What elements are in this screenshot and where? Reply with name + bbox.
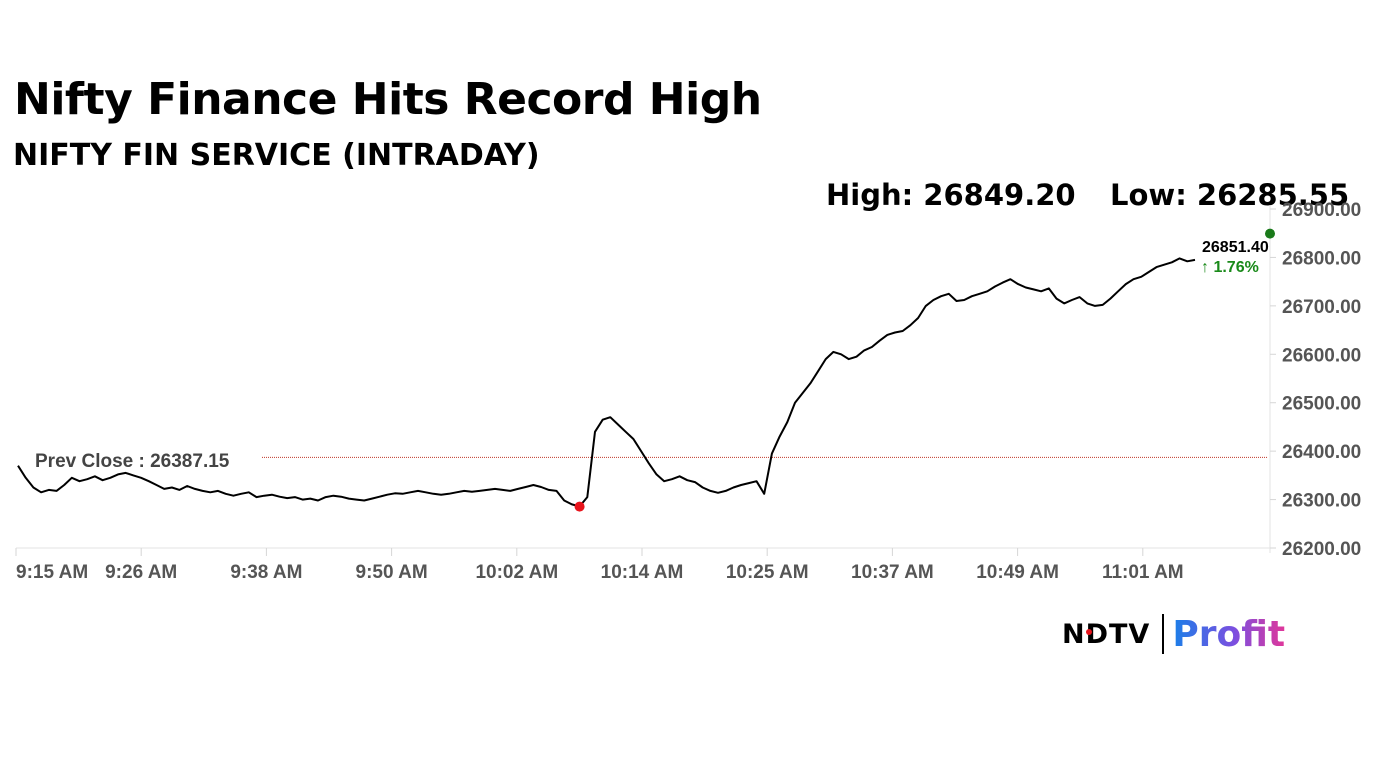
change-label: ↑ 1.76%	[1201, 259, 1259, 276]
ndtv-wordmark: NDTV	[1062, 618, 1151, 650]
series-line	[17, 257, 1196, 508]
profit-wordmark: Profit	[1172, 613, 1286, 655]
y-tick-label: 26400.00	[1282, 442, 1361, 463]
high-value: High: 26849.20	[826, 178, 1076, 212]
low-value: Low: 26285.55	[1110, 178, 1350, 212]
y-tick-label: 26500.00	[1282, 394, 1361, 415]
y-tick-label: 26700.00	[1282, 297, 1361, 318]
x-tick-label: 9:26 AM	[105, 562, 177, 583]
chart-title: Nifty Finance Hits Record High	[14, 74, 762, 125]
x-tick-label: 9:15 AM	[16, 562, 88, 583]
logo-separator	[1162, 614, 1165, 654]
y-tick-label: 26900.00	[1282, 200, 1361, 221]
y-tick-label: 26200.00	[1282, 539, 1361, 560]
logo-dot	[1086, 629, 1092, 635]
x-tick-label: 10:14 AM	[601, 562, 684, 583]
x-tick-label: 10:25 AM	[726, 562, 809, 583]
last-value-label: 26851.40	[1202, 239, 1269, 256]
x-tick-label: 9:38 AM	[230, 562, 302, 583]
y-tick-label: 26800.00	[1282, 248, 1361, 269]
x-tick-label: 10:37 AM	[851, 562, 934, 583]
high-marker	[1265, 228, 1275, 239]
prev-close-label: Prev Close : 26387.15	[35, 451, 230, 472]
x-tick-label: 10:02 AM	[475, 562, 558, 583]
low-marker	[574, 501, 585, 512]
y-tick-label: 26600.00	[1282, 345, 1361, 366]
ndtv-profit-logo: NDTV Profit	[1062, 612, 1285, 656]
x-tick-label: 11:01 AM	[1102, 562, 1184, 583]
x-tick-label: 10:49 AM	[976, 562, 1059, 583]
chart-subtitle: NIFTY FIN SERVICE (INTRADAY)	[13, 138, 540, 173]
y-tick-label: 26300.00	[1282, 491, 1361, 512]
x-tick-label: 9:50 AM	[356, 562, 428, 583]
